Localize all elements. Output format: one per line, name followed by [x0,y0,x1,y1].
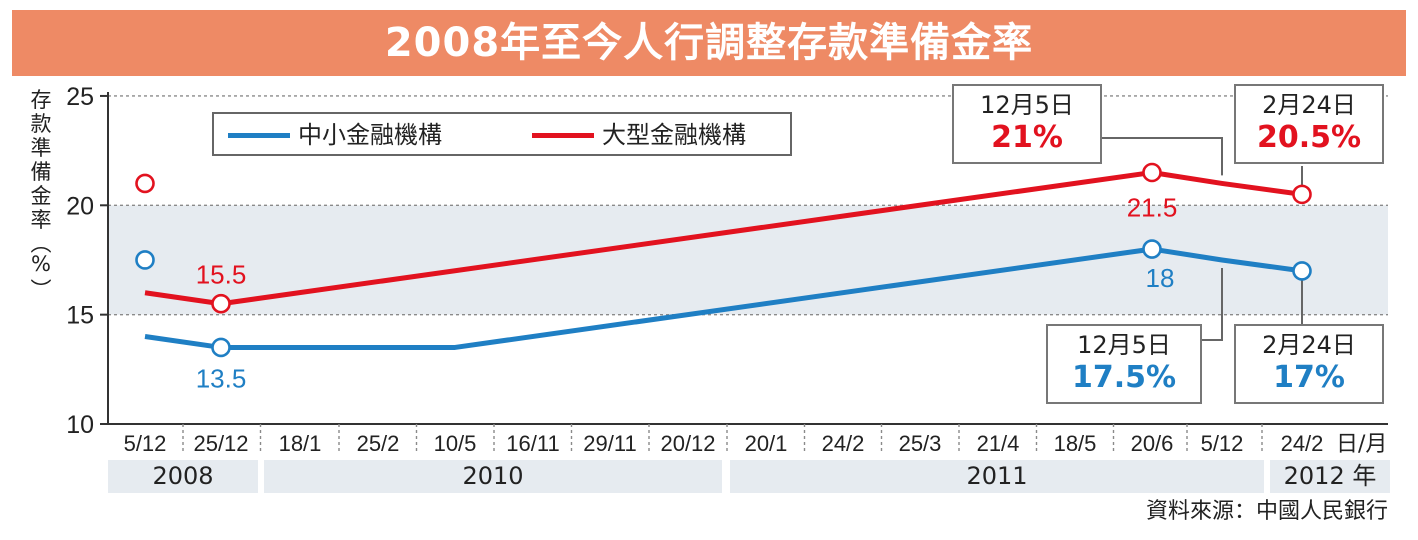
y-axis-title-char: 金 [30,184,52,208]
year-label-2010: 2010 [264,460,722,493]
callout-small-dec5: 12月5日 17.5% [1046,324,1202,404]
x-tick-label: 18/5 [1054,431,1097,456]
data-point-marker [211,337,231,358]
data-label: 18 [1146,263,1175,293]
year-label-2008: 2008 [108,460,258,493]
y-axis-title-char: 準 [30,136,52,160]
data-point-marker [1142,162,1162,183]
callout-value: 17% [1273,360,1345,395]
x-tick-label: 16/11 [506,431,559,456]
y-axis-title-char: 備 [30,160,52,184]
callout-value: 17.5% [1071,360,1177,395]
shaded-band [108,205,1388,315]
series-line-small [144,246,1303,350]
year-label-2011: 2011 [730,460,1264,493]
legend-swatch-small [228,133,290,138]
callout-value: 20.5% [1256,120,1362,155]
legend-swatch-large [532,133,594,138]
x-tick-label: 5/12 [1201,431,1244,456]
y-tick-label: 25 [66,83,94,111]
callout-date: 12月5日 [980,91,1074,119]
source-note: 資料來源：中國人民銀行 [1145,499,1388,524]
callout-small-feb24: 2月24日 17% [1234,324,1384,404]
x-tick-label: 20/6 [1131,431,1174,456]
data-point-marker [1292,184,1312,205]
y-tick-label: 15 [66,302,94,330]
y-axis-title-char: 存 [30,88,52,112]
callout-connector-large-dec5 [1102,137,1223,176]
x-tick-label: 29/11 [583,431,636,456]
x-unit-label: 日/月 [1336,432,1387,457]
y-axis-title-char: 率 [30,208,52,232]
data-point-marker [211,293,231,314]
callout-date: 12月5日 [1077,331,1171,359]
y-axis-title-char: ︵ [30,232,52,256]
y-tick-label: 20 [66,192,94,220]
x-tick-label: 20/12 [660,431,715,456]
callout-large-dec5: 12月5日 21% [952,84,1102,164]
x-tick-label: 20/1 [745,431,788,456]
data-point-marker [135,250,155,270]
title-bar: 2008年至今人行調整存款準備金率 [12,10,1406,76]
data-label: 13.5 [196,363,247,393]
year-label-2012: 2012 年 [1270,460,1390,493]
x-tick-label: 21/4 [977,431,1020,456]
x-tick-label: 24/2 [1281,431,1324,456]
data-point-marker [135,173,155,194]
data-label: 21.5 [1127,192,1178,222]
callout-large-feb24: 2月24日 20.5% [1234,84,1384,164]
legend-label-small: 中小金融機構 [298,121,442,149]
callout-connector-small-dec5 [1202,267,1223,341]
x-tick-label: 25/3 [899,431,942,456]
legend: 中小金融機構 大型金融機構 [212,112,792,156]
y-axis-title-char: % [31,252,51,276]
y-tick-label: 10 [66,411,94,439]
callout-date: 2月24日 [1262,331,1356,359]
callout-value: 21% [991,120,1063,155]
chart-title: 2008年至今人行調整存款準備金率 [384,20,1034,66]
callout-date: 2月24日 [1262,91,1356,119]
y-axis-title-char: 款 [30,112,52,136]
x-tick-label: 10/5 [434,431,477,456]
data-point-marker [1142,239,1162,259]
x-tick-label: 18/1 [279,431,322,456]
x-tick-label: 5/12 [124,431,167,456]
y-axis-title-char: ︶ [30,278,52,302]
x-tick-label: 24/2 [822,431,865,456]
x-tick-label: 25/2 [357,431,400,456]
data-point-marker [1292,261,1312,281]
legend-label-large: 大型金融機構 [602,121,746,149]
x-tick-label: 25/12 [193,431,248,456]
data-label: 15.5 [196,260,247,290]
